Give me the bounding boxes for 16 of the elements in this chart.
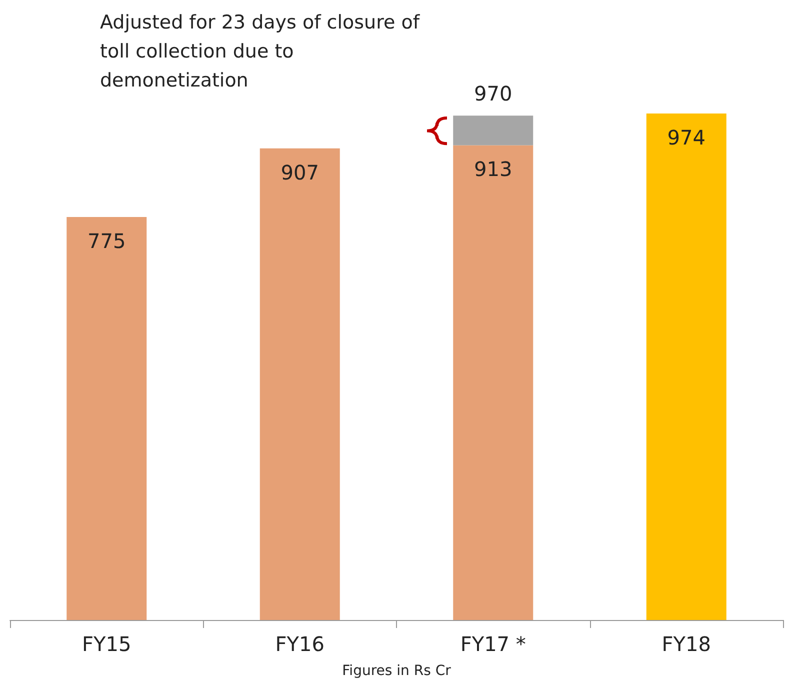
x-axis-title: Figures in Rs Cr [342,663,452,679]
bar [646,114,726,620]
bar [260,148,340,620]
bar [453,116,534,146]
total-label: 970 [474,82,512,106]
bar [453,145,534,620]
data-label: 913 [474,157,512,182]
x-tick-label: FY17 * [460,632,526,656]
text: Adjusted for 23 days of closure of toll collection due to demonetization [100,12,426,92]
data-label: 907 [280,160,319,184]
x-tick-label: FY16 [275,632,324,656]
x-tick-label: FY18 [662,632,711,656]
bar [66,217,147,620]
data-label: 775 [88,229,126,253]
data-label: 974 [667,126,706,150]
x-tick-label: FY15 [82,632,132,656]
